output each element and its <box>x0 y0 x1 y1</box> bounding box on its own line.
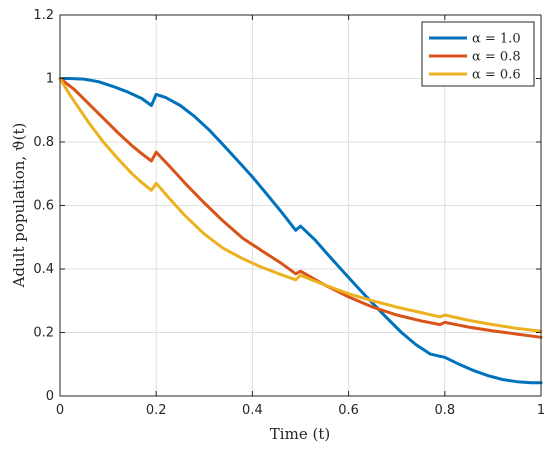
x-tick-label: 0.4 <box>242 403 263 418</box>
x-tick-label: 0.6 <box>338 403 359 418</box>
ticks <box>59 14 542 397</box>
legend-label-2: α = 0.6 <box>472 68 521 83</box>
y-tick-label: 0.8 <box>33 135 54 150</box>
y-tick-label: 0.6 <box>33 199 54 214</box>
y-tick-label: 0.2 <box>33 326 54 341</box>
legend-label-0: α = 1.0 <box>472 32 521 47</box>
tick-labels: 0 0.2 0.4 0.6 0.8 1 0 0.2 0.4 0.6 0.8 1 1.2 <box>33 8 545 418</box>
series-line-1 <box>58 77 543 339</box>
y-tick-label: 0 <box>46 389 54 404</box>
legend: α = 1.0 α = 0.8 α = 0.6 <box>421 21 535 87</box>
x-tick-label: 0 <box>56 403 64 418</box>
series-line-2 <box>58 77 543 333</box>
y-tick-label: 0.4 <box>33 262 54 277</box>
legend-label-1: α = 0.8 <box>472 50 521 65</box>
y-tick-label: 1 <box>46 72 54 87</box>
y-axis-label: Adult population, ϑ(t) <box>10 123 28 289</box>
y-tick-label: 1.2 <box>33 8 54 23</box>
x-tick-label: 0.8 <box>434 403 455 418</box>
x-tick-label: 0.2 <box>146 403 167 418</box>
x-axis-label: Time (t) <box>270 425 330 443</box>
series-line-0 <box>58 77 543 385</box>
series-layer <box>58 77 543 385</box>
x-tick-label: 1 <box>537 403 545 418</box>
